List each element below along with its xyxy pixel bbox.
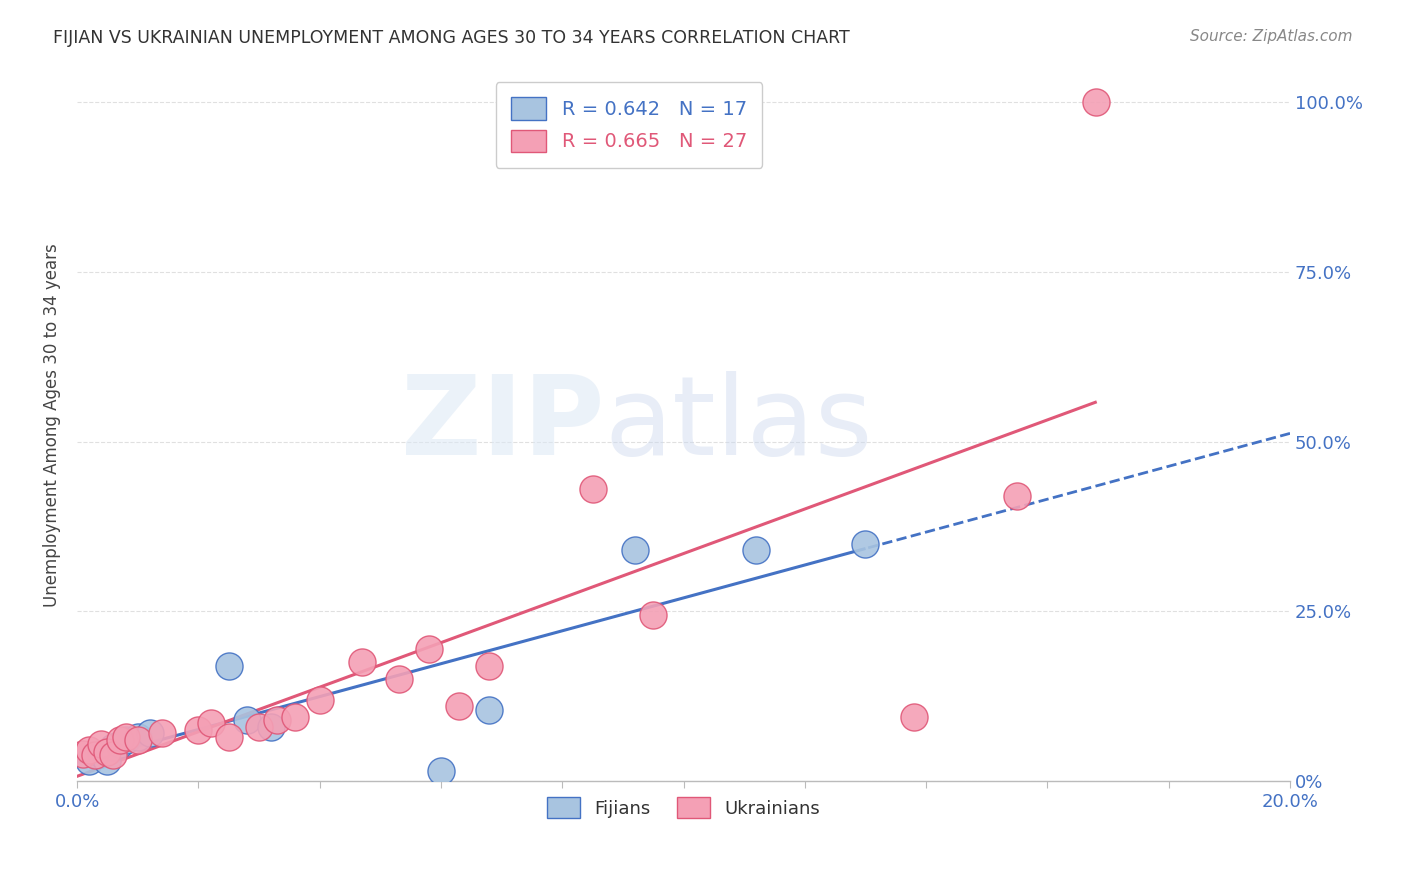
Point xyxy=(77,743,100,757)
Point xyxy=(855,536,877,550)
Point xyxy=(84,747,107,761)
Text: FIJIAN VS UKRAINIAN UNEMPLOYMENT AMONG AGES 30 TO 34 YEARS CORRELATION CHART: FIJIAN VS UKRAINIAN UNEMPLOYMENT AMONG A… xyxy=(53,29,851,46)
Point xyxy=(84,748,107,763)
Point xyxy=(624,543,647,558)
Point xyxy=(218,730,240,744)
Point xyxy=(284,709,307,723)
Point xyxy=(77,754,100,768)
Point xyxy=(103,740,125,755)
Point xyxy=(247,720,270,734)
Point xyxy=(218,658,240,673)
Point xyxy=(187,723,209,738)
Point xyxy=(108,733,131,747)
Point xyxy=(478,658,501,673)
Text: ZIP: ZIP xyxy=(401,371,605,478)
Point xyxy=(114,733,136,747)
Point xyxy=(478,703,501,717)
Point xyxy=(1084,95,1107,110)
Legend: Fijians, Ukrainians: Fijians, Ukrainians xyxy=(540,790,827,825)
Point xyxy=(260,720,283,734)
Point xyxy=(108,737,131,751)
Point xyxy=(200,716,222,731)
Point xyxy=(745,543,768,558)
Point xyxy=(236,713,259,727)
Point xyxy=(127,733,149,747)
Text: atlas: atlas xyxy=(605,371,873,478)
Point xyxy=(96,754,118,768)
Point xyxy=(903,709,925,723)
Point xyxy=(352,655,374,669)
Text: Source: ZipAtlas.com: Source: ZipAtlas.com xyxy=(1189,29,1353,44)
Point xyxy=(114,730,136,744)
Point xyxy=(90,737,112,751)
Point xyxy=(90,747,112,761)
Point xyxy=(150,726,173,740)
Y-axis label: Unemployment Among Ages 30 to 34 years: Unemployment Among Ages 30 to 34 years xyxy=(44,243,60,607)
Point xyxy=(387,672,409,686)
Point xyxy=(139,726,162,740)
Point xyxy=(308,692,330,706)
Point xyxy=(1005,489,1028,503)
Point xyxy=(127,730,149,744)
Point xyxy=(266,713,288,727)
Point xyxy=(449,699,471,714)
Point xyxy=(430,764,453,778)
Point xyxy=(581,482,603,496)
Point xyxy=(418,641,440,656)
Point xyxy=(72,747,94,761)
Point xyxy=(103,748,125,763)
Point xyxy=(96,746,118,760)
Point xyxy=(643,607,665,622)
